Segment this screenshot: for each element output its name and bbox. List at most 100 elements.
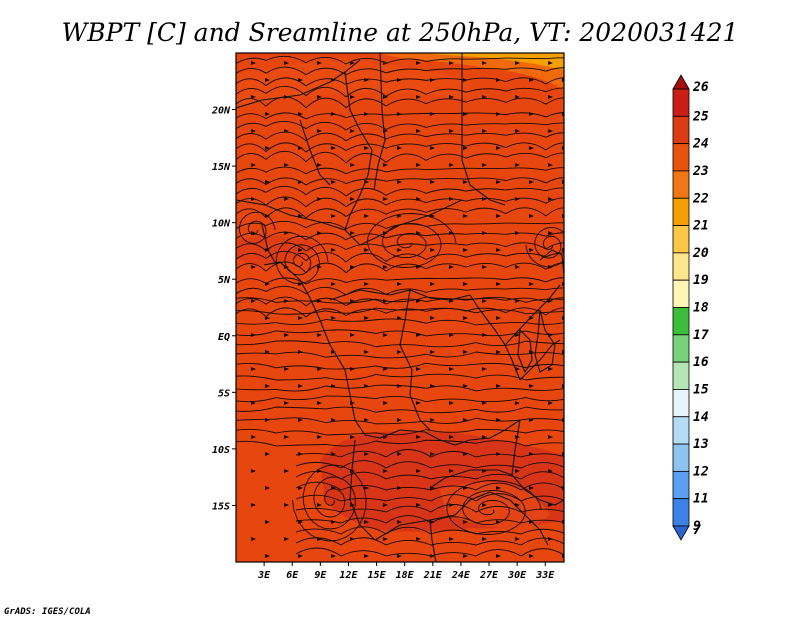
flow-arrow [383, 299, 388, 303]
flow-arrow [496, 282, 501, 286]
flow-arrow [482, 197, 487, 201]
flow-arrow [548, 163, 553, 167]
flow-arrow [430, 180, 435, 184]
flow-arrow [317, 367, 322, 371]
flow-arrow [463, 486, 468, 490]
border-line [263, 261, 321, 321]
flow-arrow [515, 265, 520, 269]
flow-arrow [515, 95, 520, 99]
flow-arrow [529, 554, 534, 558]
flow-arrow [298, 554, 303, 558]
flow-arrow [529, 418, 534, 422]
lon-tick-label: 33E [535, 570, 555, 581]
flow-arrow [298, 78, 303, 82]
flow-arrow [416, 265, 421, 269]
flow-arrow [496, 452, 501, 456]
border-line [461, 53, 506, 206]
flow-arrow [331, 214, 336, 218]
colorbar-label: 25 [692, 109, 709, 124]
colorbar-label: 20 [692, 246, 709, 261]
flow-arrow [496, 112, 501, 116]
streamline [236, 120, 564, 131]
flow-arrow [284, 61, 289, 65]
flow-arrow [515, 163, 520, 167]
flow-arrow [265, 486, 270, 490]
flow-arrow [449, 469, 454, 473]
flow-arrow [430, 520, 435, 524]
flow-arrow [317, 129, 322, 133]
flow-arrow [515, 61, 520, 65]
streamline [236, 362, 564, 370]
flow-arrow [251, 61, 256, 65]
streamline [236, 351, 564, 359]
flow-arrow [317, 435, 322, 439]
flow-arrow [416, 469, 421, 473]
colorbar-swatch [672, 307, 690, 336]
flow-arrow [496, 418, 501, 422]
flow-arrow [265, 214, 270, 218]
flow-arrow [251, 197, 256, 201]
flow-arrow [430, 418, 435, 422]
flow-arrow [317, 299, 322, 303]
flow-arrow [298, 384, 303, 388]
streamline [236, 261, 564, 274]
flow-arrow [430, 316, 435, 320]
flow-arrow [317, 61, 322, 65]
flow-arrow [331, 180, 336, 184]
flow-arrow [298, 486, 303, 490]
lon-tick-label: 3E [257, 570, 271, 581]
flow-arrow [350, 367, 355, 371]
colorbar-label: 26 [692, 80, 709, 95]
flow-arrow [350, 333, 355, 337]
colorbar-label: 22 [692, 191, 709, 206]
flow-arrow [383, 503, 388, 507]
flow-arrow [515, 129, 520, 133]
flow-arrow [529, 214, 534, 218]
flow-arrow [496, 214, 501, 218]
colorbar-label: 15 [693, 382, 709, 397]
flow-arrow [496, 554, 501, 558]
streamlines [236, 55, 564, 558]
streamline [446, 480, 542, 535]
flow-arrow [496, 486, 501, 490]
flow-arrow [548, 61, 553, 65]
flow-arrow [251, 333, 256, 337]
border-line [429, 469, 513, 489]
colorbar-label: 11 [693, 492, 709, 507]
flow-arrow [529, 452, 534, 456]
flow-arrow [284, 129, 289, 133]
flow-arrow [397, 112, 402, 116]
flow-arrow [298, 112, 303, 116]
flow-arrow [548, 231, 553, 235]
streamline [236, 340, 564, 348]
colorbar-label: 18 [693, 301, 709, 316]
flow-arrow [416, 163, 421, 167]
streamline [295, 504, 564, 513]
field-region-21 [420, 53, 564, 70]
lake-outline [534, 309, 556, 373]
flow-arrow [463, 350, 468, 354]
lat-tick-label: 20N [211, 106, 231, 117]
flow-arrow [548, 469, 553, 473]
flow-arrow [265, 282, 270, 286]
flow-arrow [383, 197, 388, 201]
flow-arrow [463, 316, 468, 320]
lat-tick-label: EQ [218, 332, 230, 343]
flow-arrow [449, 231, 454, 235]
streamline [236, 242, 564, 252]
flow-arrow [265, 520, 270, 524]
flow-arrow [463, 248, 468, 252]
streamline [295, 537, 564, 546]
flow-arrow [548, 129, 553, 133]
streamline [236, 395, 564, 403]
flow-arrow [265, 180, 270, 184]
colorbar-label: 19 [693, 273, 709, 288]
flow-arrow [548, 95, 553, 99]
streamline [236, 55, 564, 65]
flow-arrow [251, 299, 256, 303]
streamline [236, 296, 564, 307]
colorbar-label: 13 [693, 437, 709, 452]
flow-arrow [416, 129, 421, 133]
flow-arrow [284, 299, 289, 303]
colorbar-swatch [672, 279, 690, 308]
